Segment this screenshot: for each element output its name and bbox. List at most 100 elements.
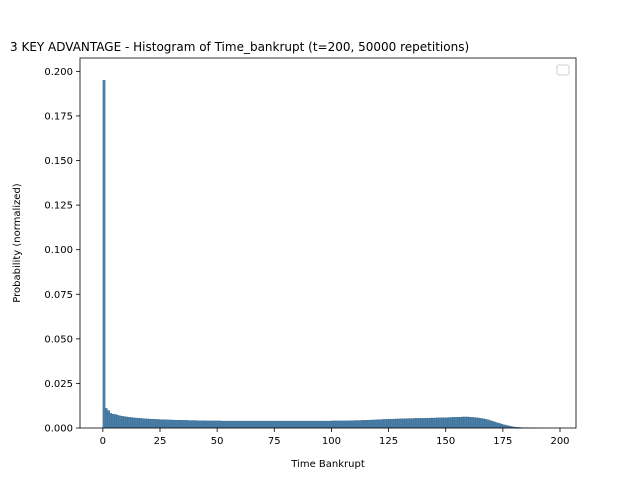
- histogram-bar: [205, 420, 209, 429]
- histogram-bar: [276, 420, 280, 429]
- histogram-bar: [269, 420, 273, 429]
- histogram-bar: [374, 419, 378, 429]
- histogram-bar: [120, 416, 124, 429]
- histogram-bar: [180, 420, 184, 429]
- histogram-bar: [450, 417, 453, 429]
- histogram-bar: [434, 417, 437, 429]
- histogram-bar: [324, 420, 328, 429]
- histogram-bar: [338, 420, 341, 429]
- y-tick-label: 0.125: [44, 201, 73, 212]
- histogram-bar: [317, 420, 321, 429]
- histogram-bar: [207, 420, 211, 429]
- y-tick-label: 0.000: [44, 424, 73, 435]
- histogram-bar: [427, 418, 430, 429]
- histogram-bar: [111, 413, 115, 429]
- histogram-bar: [354, 420, 357, 429]
- histogram-bar: [315, 420, 318, 429]
- histogram-bar: [132, 417, 136, 429]
- histogram-bar: [196, 420, 200, 429]
- histogram-bar: [109, 413, 113, 429]
- histogram-bar: [360, 420, 364, 429]
- histogram-bar: [290, 420, 293, 429]
- histogram-bar: [130, 417, 133, 429]
- histogram-bar: [155, 419, 158, 429]
- histogram-bar: [125, 416, 129, 429]
- histogram-bar: [415, 418, 419, 429]
- histogram-bar: [482, 418, 485, 429]
- histogram-bar: [463, 416, 467, 429]
- histogram-bar: [333, 420, 337, 429]
- histogram-bar: [484, 419, 488, 429]
- histogram-bar: [262, 420, 266, 429]
- histogram-bar: [267, 420, 270, 429]
- histogram-bar: [370, 419, 373, 429]
- histogram-bar: [422, 418, 426, 429]
- histogram-bar: [438, 417, 442, 429]
- histogram-bar: [431, 417, 435, 429]
- histogram-bar: [228, 420, 232, 429]
- histogram-bar: [150, 418, 154, 429]
- histogram-bar: [447, 417, 451, 429]
- histogram-bar: [221, 420, 225, 429]
- histogram-bar: [184, 420, 188, 429]
- y-tick-label: 0.100: [44, 245, 73, 256]
- y-tick-label: 0.150: [44, 156, 73, 167]
- histogram-bar: [452, 417, 456, 429]
- histogram-bar: [175, 419, 179, 429]
- histogram-bar: [299, 420, 302, 429]
- histogram-bar: [248, 420, 252, 429]
- histogram-bar: [251, 420, 254, 429]
- histogram-bar: [495, 422, 499, 429]
- histogram-bar: [182, 420, 186, 429]
- histogram-bar: [191, 420, 195, 429]
- histogram-bar: [118, 415, 122, 429]
- histogram-bar: [477, 417, 481, 429]
- histogram-bar: [367, 419, 371, 429]
- histogram-bar: [454, 417, 458, 429]
- histogram-bar: [402, 418, 405, 429]
- x-axis-ticks: 0 25 50 75 100 125 150 175 200: [100, 428, 570, 447]
- histogram-bar: [198, 420, 202, 429]
- histogram-bar: [258, 420, 261, 429]
- x-tick-label: 25: [154, 436, 167, 447]
- histogram-bar: [363, 420, 366, 429]
- y-tick-label: 0.175: [44, 111, 73, 122]
- histogram-bar: [253, 420, 257, 429]
- histogram-bar: [459, 416, 462, 429]
- histogram-bar: [114, 414, 117, 429]
- histogram-bar: [312, 420, 316, 429]
- histogram-bar: [274, 420, 277, 429]
- x-tick-label: 100: [322, 436, 341, 447]
- x-axis-label: Time Bankrupt: [290, 459, 365, 470]
- histogram-bar: [203, 420, 206, 429]
- histogram-bar: [349, 420, 353, 429]
- histogram-bar: [500, 423, 504, 429]
- histogram-bar: [397, 418, 401, 429]
- histogram-bar: [232, 420, 236, 429]
- histogram-bar: [468, 416, 472, 429]
- legend-box: [556, 64, 570, 76]
- histogram-bar: [328, 420, 332, 429]
- histogram-bar: [178, 419, 181, 429]
- histogram-bar: [296, 420, 300, 429]
- histogram-bar: [411, 418, 414, 429]
- histogram-bar: [226, 420, 229, 429]
- histogram-bar: [285, 420, 289, 429]
- histogram-bar: [210, 420, 213, 429]
- histogram-bar: [168, 419, 172, 429]
- histogram-bar: [200, 420, 204, 429]
- histogram-bar: [127, 417, 131, 429]
- histogram-bar: [388, 419, 392, 429]
- histogram-bar: [445, 417, 449, 429]
- histogram-bar: [237, 420, 241, 429]
- histogram-bar: [141, 418, 145, 429]
- histogram-bar: [319, 420, 323, 429]
- chart-title: 3 KEY ADVANTAGE - Histogram of Time_bank…: [10, 40, 469, 54]
- histogram-bar: [466, 416, 469, 429]
- histogram-bar: [244, 420, 248, 429]
- histogram-bar: [383, 419, 387, 429]
- histogram-bar: [283, 420, 286, 429]
- histogram-bar: [498, 423, 501, 429]
- histogram-bar: [162, 419, 165, 429]
